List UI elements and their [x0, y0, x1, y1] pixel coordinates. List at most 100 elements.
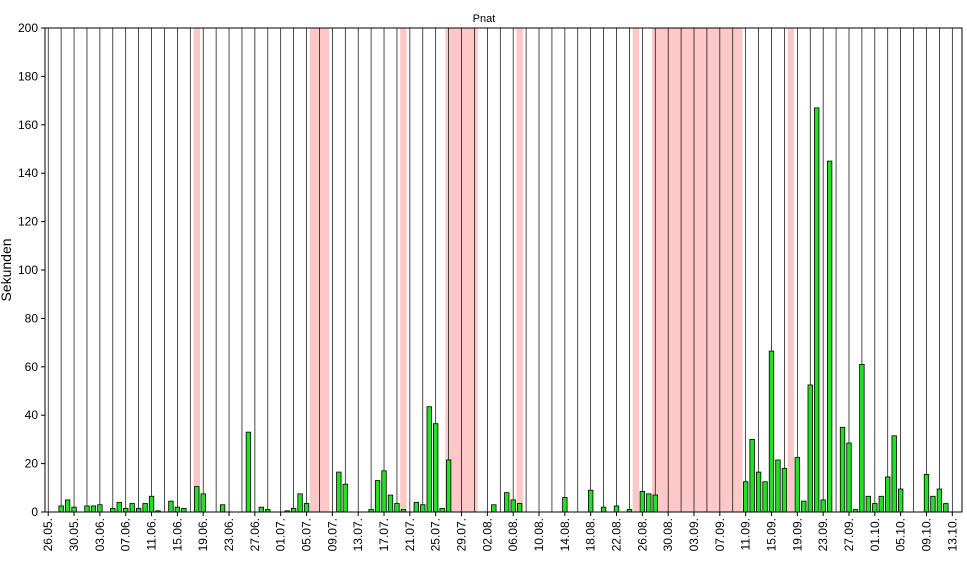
bar — [930, 495, 936, 513]
bar — [258, 506, 264, 513]
x-tick-label: 07.09. — [713, 518, 727, 551]
bar — [801, 500, 807, 513]
bar — [148, 495, 155, 513]
x-tick-label: 21.07. — [403, 518, 417, 551]
bar — [433, 423, 439, 513]
bar — [781, 468, 788, 513]
bar — [200, 493, 206, 513]
bar — [174, 506, 181, 513]
bar — [439, 507, 445, 513]
bar — [613, 505, 620, 513]
bar — [303, 503, 310, 513]
bar — [219, 504, 226, 513]
x-tick-label: 05.10. — [894, 518, 908, 551]
bar — [846, 442, 852, 513]
bar — [807, 384, 813, 513]
bar — [885, 476, 891, 513]
x-tick-label: 25.07. — [429, 518, 443, 551]
shaded-range — [193, 28, 200, 512]
x-tick-label: 27.09. — [842, 518, 856, 551]
bar — [510, 499, 516, 513]
shaded-range — [652, 28, 743, 512]
bar — [826, 160, 833, 513]
bar — [110, 507, 116, 513]
y-axis: 0 20 40 60 80 100 120 140 160 180 200 — [18, 21, 45, 519]
bar — [491, 504, 497, 513]
bar — [64, 499, 71, 513]
x-tick-label: 15.06. — [170, 518, 184, 551]
x-tick-label: 30.08. — [661, 518, 675, 551]
bar — [445, 459, 452, 513]
x-tick-label: 23.06. — [222, 518, 236, 551]
x-tick-label: 18.08. — [584, 518, 598, 551]
x-tick-label: 10.08. — [532, 518, 546, 551]
x-tick-label: 19.06. — [196, 518, 210, 551]
x-tick-label: 02.08. — [480, 518, 494, 551]
x-tick-label: 26.05. — [41, 518, 55, 551]
x-tick-label: 11.06. — [145, 518, 159, 550]
bar — [600, 506, 607, 513]
bar — [936, 488, 943, 513]
x-tick-label: 06.08. — [506, 518, 520, 551]
bar — [768, 350, 775, 513]
bar — [878, 495, 884, 513]
bar — [420, 504, 426, 513]
bar — [394, 503, 400, 513]
bar — [97, 504, 103, 513]
bar — [859, 363, 865, 513]
y-tick-label: 140 — [18, 166, 38, 180]
y-tick-label: 40 — [25, 408, 39, 422]
shaded-range — [632, 28, 640, 512]
bar — [84, 505, 90, 513]
x-tick-label: 14.08. — [558, 518, 572, 551]
bar — [142, 503, 148, 513]
bar — [168, 500, 174, 513]
bar — [290, 507, 297, 513]
bar — [814, 107, 820, 513]
bar — [387, 494, 394, 513]
shaded-range — [516, 28, 523, 512]
bar — [381, 470, 387, 513]
x-tick-label: 19.09. — [790, 518, 804, 551]
bar — [342, 483, 348, 513]
bar — [90, 505, 97, 513]
x-axis: 26.05. 30.05. 03.06. 07.06. 11.06. 15.06. 19.0… — [41, 512, 959, 551]
shaded-ranges — [193, 28, 795, 512]
bar — [872, 503, 878, 513]
bar — [865, 495, 872, 513]
bar — [562, 497, 568, 513]
bar — [71, 506, 77, 513]
y-tick-label: 120 — [18, 215, 38, 229]
x-tick-label: 05.07. — [300, 518, 314, 551]
bar — [923, 474, 930, 513]
bar — [639, 491, 646, 513]
x-tick-label: 07.06. — [119, 518, 133, 551]
y-tick-label: 60 — [25, 360, 39, 374]
bar — [297, 493, 303, 513]
x-tick-label: 01.07. — [274, 518, 288, 551]
x-tick-label: 17.07. — [377, 518, 391, 551]
x-tick-label: 29.07. — [455, 518, 469, 551]
bar — [762, 481, 768, 513]
bar — [116, 501, 122, 513]
x-tick-label: 09.10. — [919, 518, 933, 551]
x-tick-label: 03.09. — [687, 518, 701, 551]
y-tick-label: 20 — [25, 457, 39, 471]
bar — [123, 507, 129, 513]
bar — [426, 406, 432, 513]
bar — [755, 471, 762, 513]
x-tick-label: 13.10. — [945, 518, 959, 551]
y-tick-label: 200 — [18, 21, 38, 35]
grid-lines — [47, 28, 953, 512]
y-tick-label: 0 — [31, 505, 38, 519]
bar — [135, 507, 142, 513]
shaded-range — [400, 28, 407, 512]
bar — [58, 505, 64, 513]
x-tick-label: 23.09. — [816, 518, 830, 551]
bar — [897, 488, 904, 513]
x-tick-label: 03.06. — [93, 518, 107, 551]
x-tick-label: 01.10. — [868, 518, 882, 551]
x-tick-label: 26.08. — [635, 518, 649, 551]
